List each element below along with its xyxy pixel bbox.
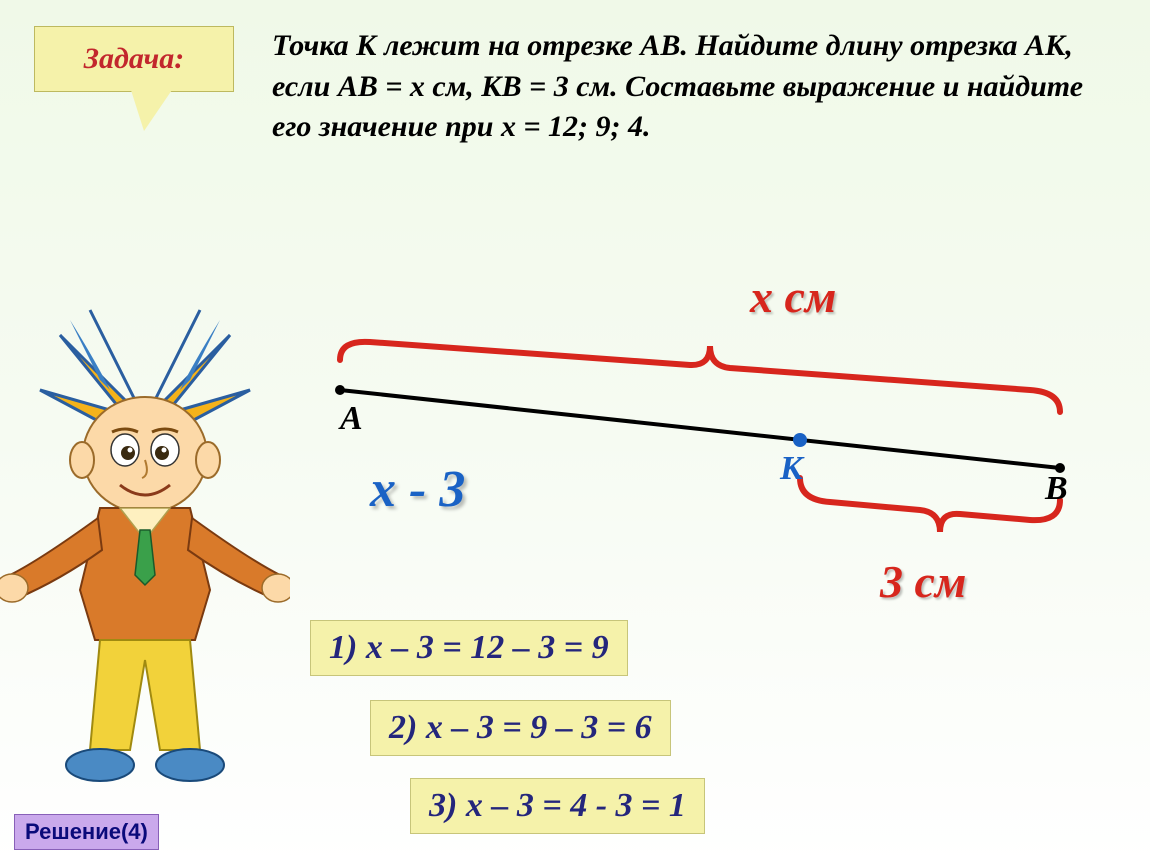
character-illustration [0,280,290,790]
expression-label: x - 3 [370,460,465,519]
task-bubble: Задача: [34,26,234,92]
point-K-label: К [780,450,803,488]
task-label: Задача: [84,42,185,76]
solution-3: 3) x – 3 = 4 - 3 = 1 [410,778,705,834]
three-cm-label: 3 см [880,555,966,608]
point-A-label: А [340,400,363,438]
segment-diagram: x см x - 3 3 см А К В [310,310,1110,570]
x-cm-label: x см [750,270,836,323]
solution-1: 1) x – 3 = 12 – 3 = 9 [310,620,628,676]
solution-2: 2) x – 3 = 9 – 3 = 6 [370,700,671,756]
point-B-label: В [1045,470,1068,508]
problem-text: Точка К лежит на отрезке АВ. Найдите дли… [272,26,1092,148]
solution-button[interactable]: Решение(4) [14,814,159,850]
